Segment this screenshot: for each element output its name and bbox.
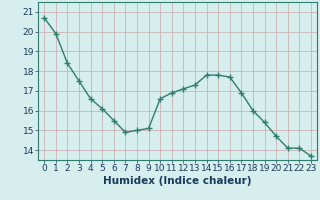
X-axis label: Humidex (Indice chaleur): Humidex (Indice chaleur): [103, 176, 252, 186]
